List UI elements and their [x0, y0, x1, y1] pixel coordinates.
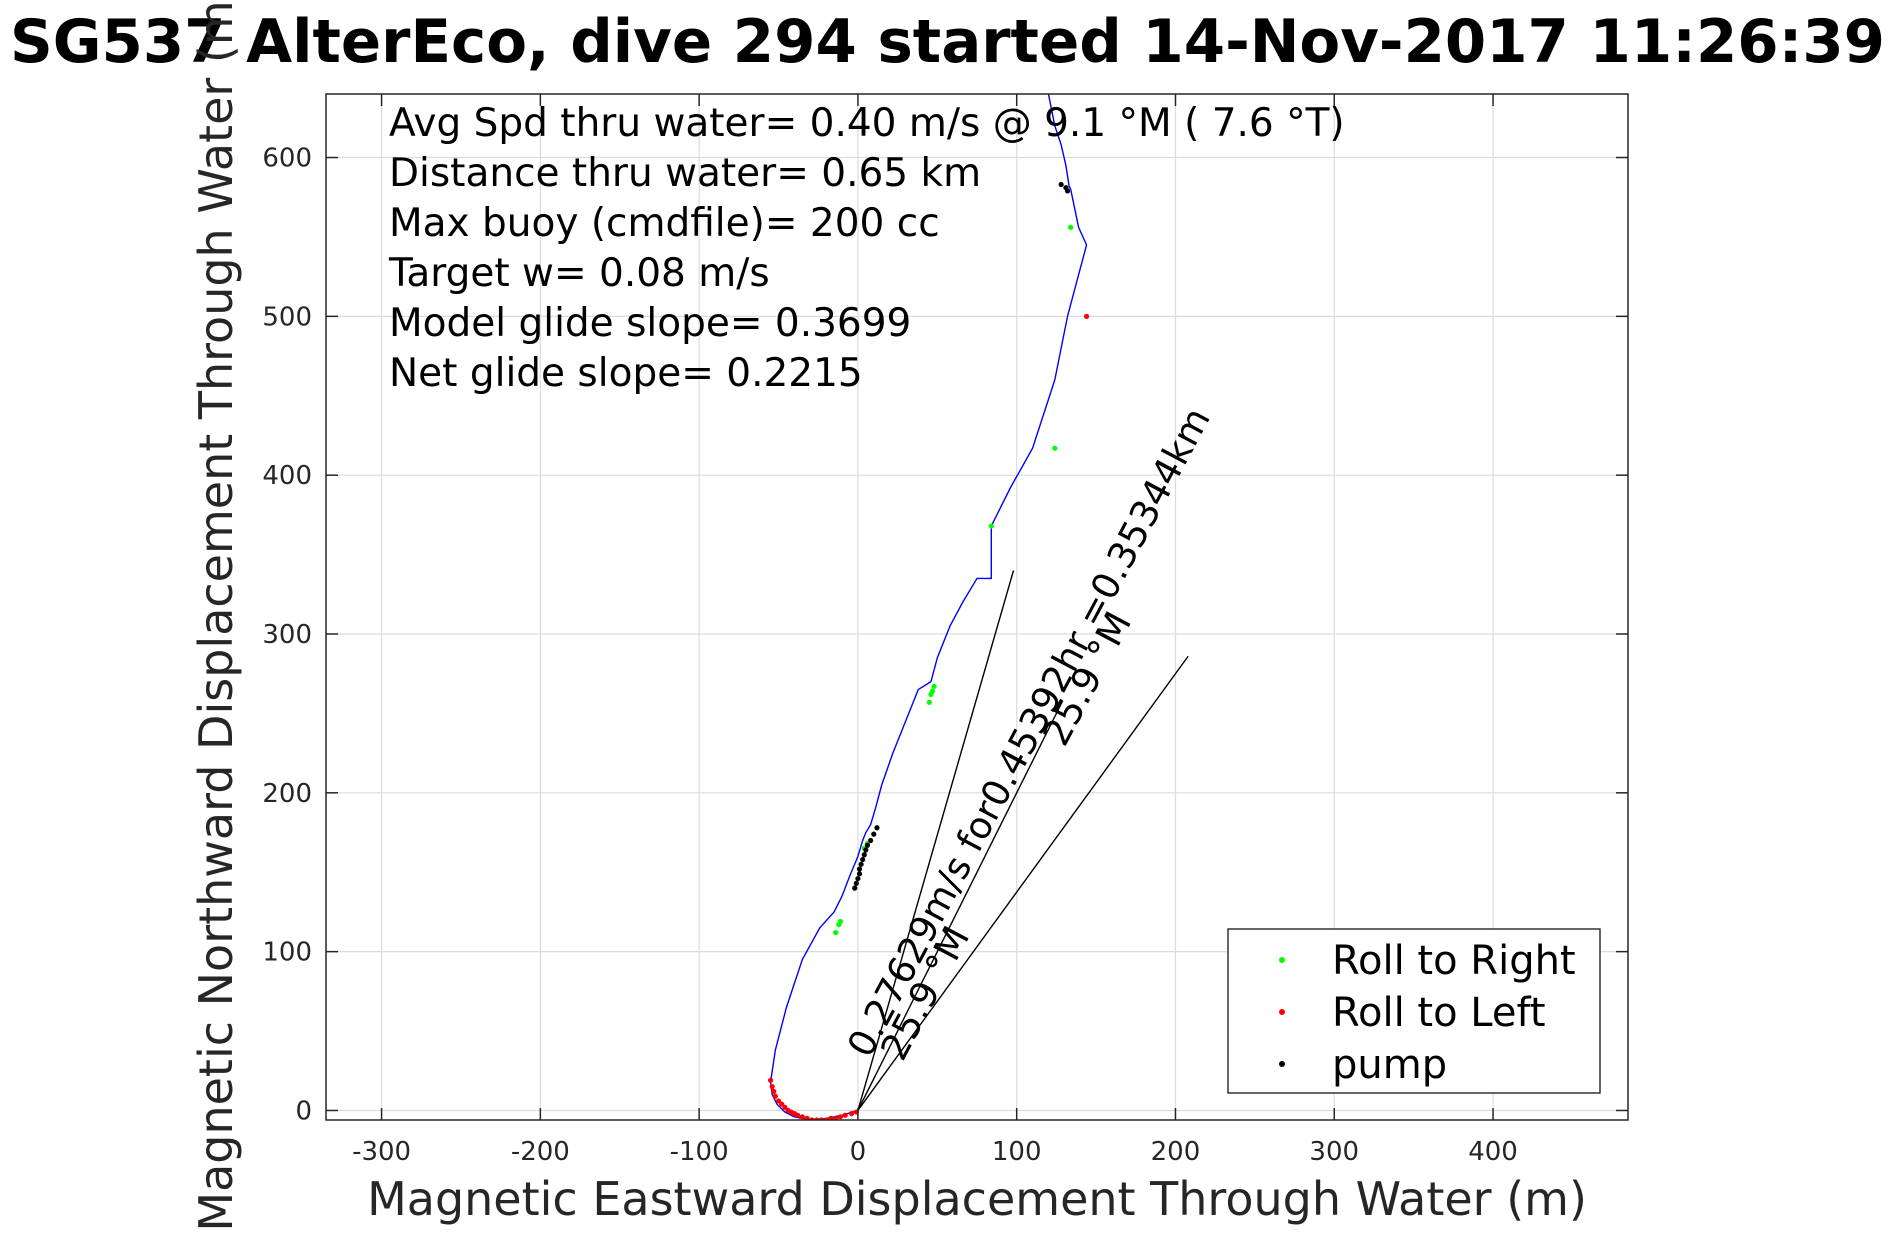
roll-to-left-point: [804, 1115, 810, 1120]
roll-to-left-point: [794, 1112, 801, 1118]
stat-line: Max buoy (cmdfile)= 200 cc: [389, 201, 940, 246]
roll-to-right-point: [931, 683, 937, 690]
annotation-line: [857, 700, 1064, 1111]
roll-to-right-point: [833, 929, 839, 936]
roll-to-right-point: [929, 688, 936, 694]
stat-line: Target w= 0.08 m/s: [388, 251, 770, 296]
roll-to-right-point: [988, 523, 994, 529]
x-tick-label: -100: [670, 1137, 729, 1167]
roll-to-left-point: [779, 1101, 785, 1107]
pump-point: [1058, 181, 1064, 188]
pump-point: [858, 861, 864, 867]
pump-point: [1064, 188, 1071, 194]
pump-point: [868, 837, 874, 844]
legend-box: [1227, 928, 1601, 1094]
y-tick-label: 500: [262, 302, 312, 332]
x-tick-label: 300: [1309, 1137, 1359, 1167]
x-tick-label: -200: [511, 1137, 570, 1167]
y-tick-label: 400: [262, 461, 312, 491]
roll-to-right-point: [1068, 224, 1074, 231]
roll-to-left-point: [767, 1077, 774, 1083]
annotation-line: [857, 655, 1189, 1111]
stat-line: Model glide slope= 0.3699: [389, 301, 911, 346]
chart-title: SG537 AlterEco, dive 294 started 14-Nov-…: [10, 7, 1885, 77]
pump-point: [856, 866, 863, 872]
annotation-lines: [857, 570, 1189, 1111]
pump-point: [874, 825, 880, 831]
roll-to-left-point: [769, 1084, 775, 1090]
annotation-line: [857, 570, 1015, 1111]
pump-point: [860, 856, 866, 863]
legend-marker: [1279, 957, 1285, 963]
roll-to-left-point: [772, 1093, 778, 1099]
y-tick-label: 200: [262, 779, 312, 809]
roll-to-right-point: [837, 918, 844, 925]
x-tick-label: 0: [850, 1137, 867, 1167]
y-tick-label: 100: [262, 938, 312, 968]
ticks: -300 -200 -100 0 100 200 300 400 0 100 200 300 400 50…: [262, 94, 1628, 1167]
legend-label: Roll to Left: [1332, 990, 1546, 1036]
legend-label: pump: [1332, 1042, 1447, 1088]
roll-to-left-point: [833, 1115, 839, 1120]
stats-text: Avg Spd thru water= 0.40 m/s @ 9.1 °M ( …: [388, 101, 1345, 396]
x-tick-label: -300: [352, 1137, 411, 1167]
stat-line: Avg Spd thru water= 0.40 m/s @ 9.1 °M ( …: [389, 101, 1345, 146]
roll-to-left-point: [837, 1114, 844, 1120]
legend: Roll to Right Roll to Left pump: [1227, 928, 1601, 1094]
pump-point: [864, 842, 871, 848]
legend-marker: [1279, 1009, 1285, 1015]
pump-point: [853, 880, 859, 886]
roll-to-left-point: [842, 1112, 848, 1118]
roll-to-left-point: [799, 1114, 805, 1120]
roll-to-left-point: [1083, 313, 1090, 319]
x-tick-label: 100: [992, 1137, 1042, 1167]
roll-to-left-point: [782, 1104, 788, 1110]
pump-point: [855, 875, 861, 882]
y-tick-label: 300: [262, 620, 312, 650]
pump-point: [852, 885, 858, 891]
roll-to-left-point: [828, 1115, 834, 1120]
plot-frame: [325, 93, 1629, 1121]
roll-to-left-point: [848, 1111, 855, 1117]
roll-to-left-point: [775, 1098, 782, 1104]
x-tick-label: 400: [1468, 1137, 1518, 1167]
y-tick-label: 600: [262, 144, 312, 174]
pump-point: [863, 847, 869, 853]
stat-line: Net glide slope= 0.2215: [389, 351, 863, 396]
pump-point: [856, 871, 863, 877]
stat-line: Distance thru water= 0.65 km: [389, 151, 981, 196]
roll-to-right-point: [1052, 445, 1058, 451]
x-tick-label: 200: [1151, 1137, 1201, 1167]
legend-label: Roll to Right: [1332, 938, 1576, 984]
pump-point: [871, 831, 877, 837]
legend-marker: [1279, 1061, 1285, 1067]
x-axis-label: Magnetic Eastward Displacement Through W…: [367, 1172, 1587, 1226]
pump-point: [861, 852, 867, 858]
roll-to-left-point: [771, 1088, 777, 1095]
y-axis-label: Magnetic Northward Displacement Through …: [189, 0, 243, 1232]
roll-to-right-point: [926, 699, 932, 705]
y-tick-label: 0: [295, 1096, 312, 1126]
markers: [767, 181, 1090, 1120]
